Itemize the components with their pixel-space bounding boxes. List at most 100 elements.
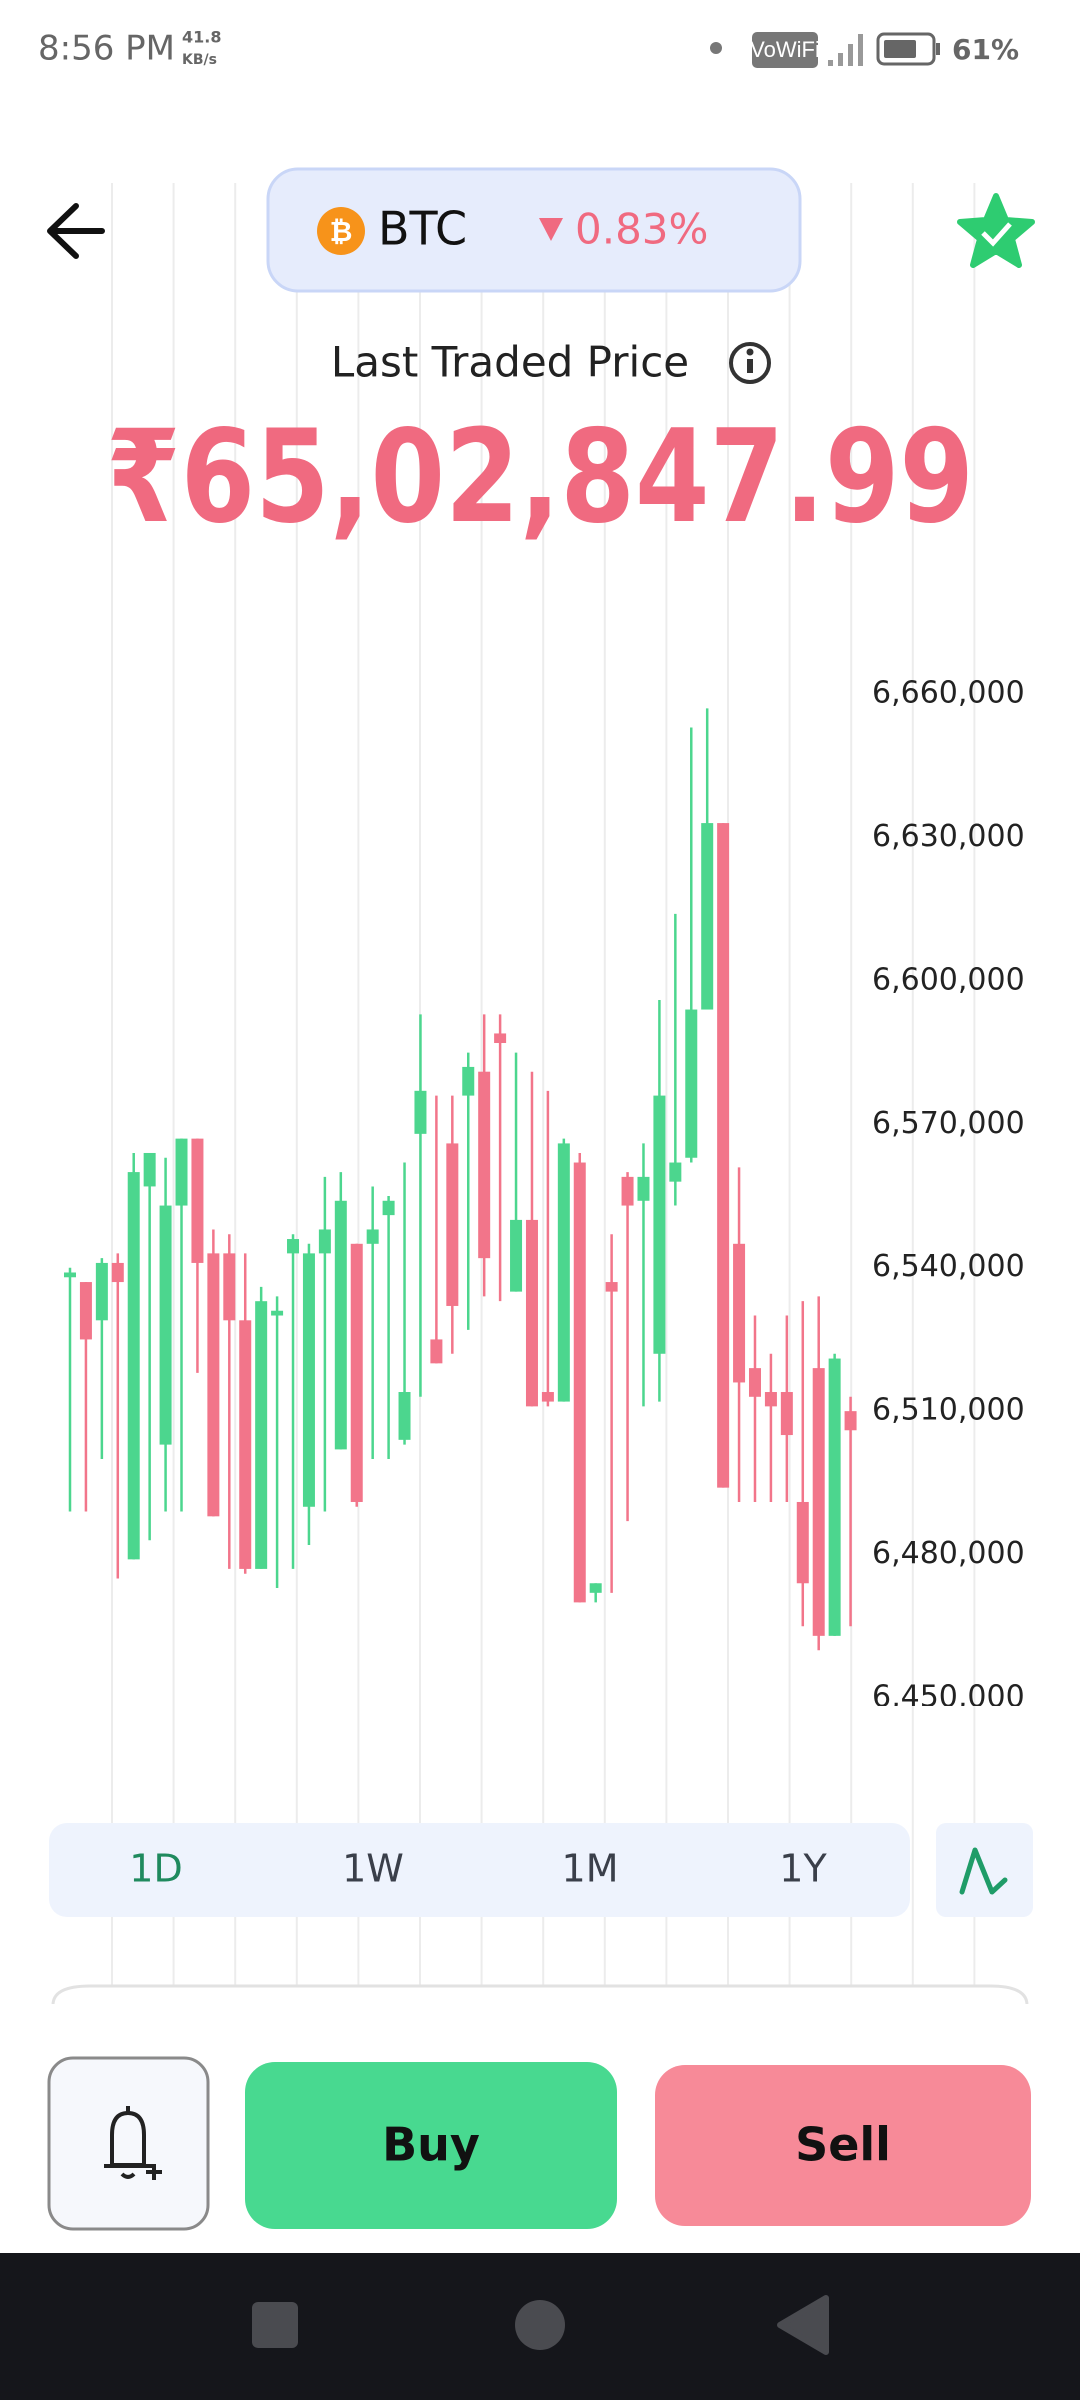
nav-home[interactable] bbox=[515, 2300, 565, 2350]
card-edge bbox=[51, 1984, 1029, 2006]
info-icon-dot bbox=[746, 348, 754, 356]
status-network: VoWiFi bbox=[750, 37, 820, 62]
candle-body bbox=[510, 1219, 523, 1292]
timeframe-tab[interactable]: 1Y bbox=[779, 1847, 827, 1891]
candle-body bbox=[159, 1205, 172, 1445]
candle-body bbox=[525, 1219, 538, 1407]
candle-body bbox=[605, 1282, 618, 1292]
y-tick-label: 6,630,000 bbox=[872, 819, 1025, 854]
back-button[interactable] bbox=[47, 203, 105, 259]
candle-body bbox=[621, 1176, 634, 1206]
sell-label[interactable]: Sell bbox=[795, 2118, 891, 2172]
candle-body bbox=[494, 1033, 507, 1044]
candle-body bbox=[733, 1243, 746, 1383]
candle-body bbox=[127, 1172, 140, 1560]
back-arrow[interactable] bbox=[47, 203, 105, 259]
chart-type-icon[interactable] bbox=[959, 1847, 1008, 1895]
candle-body bbox=[685, 1009, 698, 1158]
battery-icon bbox=[876, 32, 936, 66]
status-battery: 61% bbox=[952, 33, 1019, 66]
candle-body bbox=[573, 1162, 586, 1603]
candle-body bbox=[143, 1152, 156, 1187]
candle-body bbox=[796, 1501, 809, 1584]
buy-button[interactable] bbox=[245, 2062, 617, 2229]
candlestick-chart: 6,450,000 6,480,000 6,510,000 6,540,000 6,57… bbox=[64, 676, 1025, 1715]
alert-button[interactable] bbox=[47, 2056, 210, 2231]
candle-body bbox=[669, 1162, 682, 1182]
candle-body bbox=[334, 1200, 347, 1450]
candle-body bbox=[398, 1392, 411, 1440]
candle-body bbox=[653, 1095, 666, 1354]
symbol-pill[interactable] bbox=[266, 167, 802, 293]
nav-recents[interactable] bbox=[252, 2302, 298, 2348]
candle-body bbox=[79, 1282, 92, 1340]
candle-body bbox=[828, 1358, 841, 1636]
y-tick-label: 6,660,000 bbox=[872, 676, 1025, 711]
candle-body bbox=[255, 1301, 268, 1569]
battery-tip bbox=[936, 43, 940, 55]
btc-icon bbox=[317, 207, 365, 255]
candle-body bbox=[175, 1138, 188, 1206]
candle-body bbox=[239, 1320, 252, 1569]
info-icon-bar bbox=[747, 359, 753, 373]
candle-body bbox=[541, 1392, 554, 1402]
bell-plus[interactable] bbox=[146, 2164, 162, 2180]
candle-body bbox=[462, 1066, 475, 1096]
star-check[interactable] bbox=[981, 222, 1012, 247]
y-tick-label: 6,570,000 bbox=[872, 1106, 1025, 1141]
network-badge bbox=[752, 32, 818, 68]
timeframe-tab[interactable]: 1W bbox=[342, 1847, 404, 1891]
battery-level bbox=[884, 40, 916, 58]
candle-body bbox=[430, 1339, 443, 1364]
candle-body bbox=[287, 1239, 300, 1254]
info-icon[interactable] bbox=[729, 342, 771, 384]
last-price: ₹65,02,847.99 bbox=[106, 403, 974, 552]
candle-body bbox=[446, 1143, 459, 1306]
candle-body bbox=[844, 1411, 857, 1431]
candle-body bbox=[589, 1583, 602, 1593]
y-tick-label: 6,600,000 bbox=[872, 962, 1025, 997]
timeframe-tab[interactable]: 1M bbox=[562, 1847, 619, 1891]
sell-button[interactable] bbox=[655, 2065, 1031, 2226]
watchlist-star[interactable] bbox=[957, 193, 1035, 268]
candle-body bbox=[302, 1253, 315, 1507]
status-speed: 41.8 bbox=[182, 28, 221, 47]
candle-body bbox=[271, 1310, 284, 1316]
candle-body bbox=[95, 1262, 108, 1321]
y-tick-label: 6,510,000 bbox=[872, 1393, 1025, 1428]
candle-body bbox=[111, 1262, 124, 1283]
candle-body bbox=[748, 1368, 761, 1397]
btc-icon-glyph: ₿ bbox=[330, 215, 353, 248]
candle-body bbox=[764, 1392, 777, 1407]
status-time: 8:56 PM bbox=[38, 29, 175, 69]
price-label: Last Traded Price bbox=[331, 338, 689, 387]
buy-label[interactable]: Buy bbox=[382, 2118, 480, 2172]
candle-body bbox=[717, 823, 730, 1488]
candle-body bbox=[64, 1272, 76, 1278]
candle-body bbox=[478, 1071, 491, 1259]
candle-body bbox=[223, 1253, 236, 1321]
candle-body bbox=[382, 1200, 395, 1216]
candle-body bbox=[780, 1392, 793, 1436]
timeframe-tab[interactable]: 1D bbox=[129, 1847, 182, 1891]
bell-icon[interactable] bbox=[104, 2106, 152, 2179]
nav-back[interactable] bbox=[777, 2295, 829, 2355]
signal-icon bbox=[828, 34, 863, 66]
y-tick-label: 6,540,000 bbox=[872, 1249, 1025, 1284]
status-speed-unit: KB/s bbox=[182, 52, 217, 68]
candle-body bbox=[191, 1138, 204, 1263]
candle-body bbox=[414, 1090, 427, 1134]
candle-body bbox=[366, 1229, 379, 1244]
down-indicator bbox=[539, 218, 563, 241]
candle-body bbox=[812, 1368, 825, 1636]
star-icon[interactable] bbox=[957, 193, 1035, 268]
candle-body bbox=[637, 1176, 650, 1201]
y-tick-label: 6,450,000 bbox=[872, 1680, 1025, 1715]
candle-body bbox=[207, 1253, 220, 1517]
timeframe-bar bbox=[49, 1823, 910, 1917]
candle-body bbox=[350, 1243, 363, 1502]
candle-body bbox=[557, 1143, 570, 1402]
timeframe-tabs: 1D 1W 1M 1Y bbox=[129, 1847, 827, 1891]
